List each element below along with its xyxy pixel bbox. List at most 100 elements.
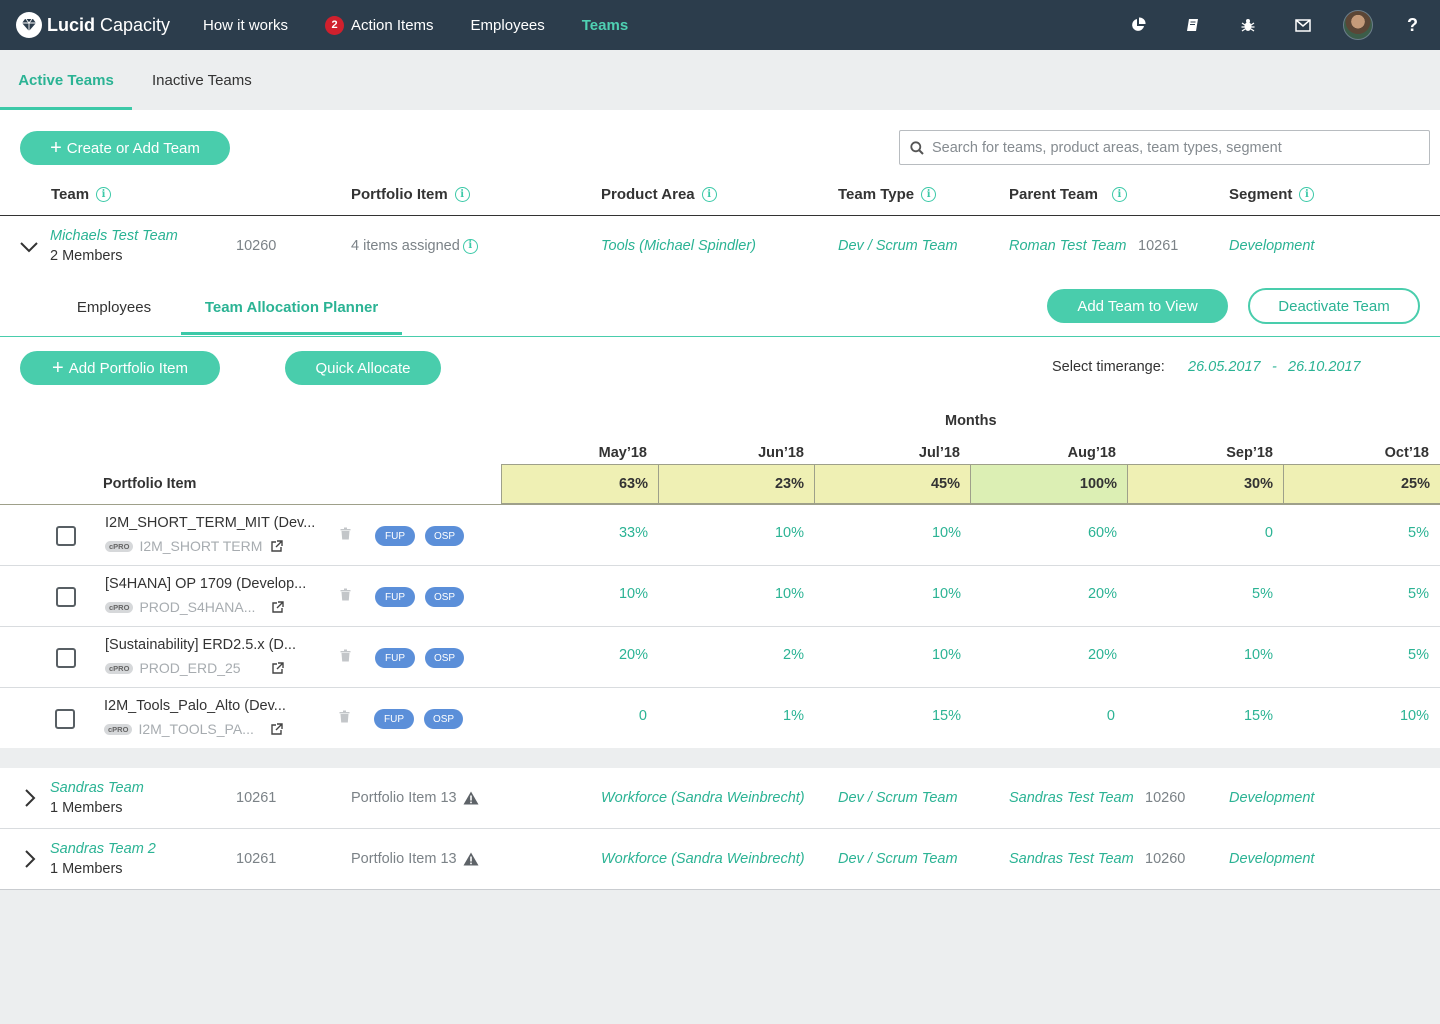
nav-action-items[interactable]: 2 Action Items bbox=[325, 15, 434, 35]
column-header-product-area[interactable]: Product Area i bbox=[601, 186, 717, 203]
allocation-value[interactable]: 5% bbox=[1408, 586, 1429, 602]
osp-tag[interactable]: OSP bbox=[425, 587, 464, 607]
logo[interactable]: Lucid Capacity bbox=[16, 12, 186, 38]
portfolio-item-name[interactable]: I2M_SHORT_TERM_MIT (Dev... bbox=[105, 515, 316, 531]
allocation-value[interactable]: 15% bbox=[1243, 708, 1273, 724]
allocation-value[interactable]: 0 bbox=[1106, 708, 1115, 724]
portfolio-item-name[interactable]: I2M_Tools_Palo_Alto (Dev... bbox=[104, 698, 286, 714]
nav-how-it-works[interactable]: How it works bbox=[203, 16, 289, 34]
allocation-value[interactable]: 20% bbox=[1087, 647, 1117, 663]
book-icon[interactable] bbox=[1165, 0, 1220, 50]
column-header-portfolio[interactable]: Portfolio Item i bbox=[351, 186, 470, 203]
allocation-value[interactable]: 5% bbox=[1408, 647, 1429, 663]
allocation-value[interactable]: 10% bbox=[774, 525, 804, 541]
parent-team-link[interactable]: Sandras Test Team bbox=[1009, 790, 1134, 806]
column-header-segment[interactable]: Segment i bbox=[1229, 186, 1315, 203]
parent-team-link[interactable]: Sandras Test Team bbox=[1009, 851, 1134, 867]
info-icon[interactable]: i bbox=[454, 187, 470, 202]
allocation-value[interactable]: 10% bbox=[774, 586, 804, 602]
chevron-down-icon[interactable] bbox=[20, 240, 38, 256]
team-type-link[interactable]: Dev / Scrum Team bbox=[838, 238, 958, 254]
add-portfolio-item-button[interactable]: + Add Portfolio Item bbox=[20, 351, 220, 385]
segment-link[interactable]: Development bbox=[1229, 790, 1315, 806]
tab-active-teams[interactable]: Active Teams bbox=[0, 50, 132, 110]
allocation-value[interactable]: 0 bbox=[638, 708, 647, 724]
allocation-value[interactable]: 5% bbox=[1252, 586, 1273, 602]
allocation-value[interactable]: 0 bbox=[1264, 525, 1273, 541]
nav-teams[interactable]: Teams bbox=[581, 16, 629, 34]
allocation-value[interactable]: 60% bbox=[1087, 525, 1117, 541]
external-link-icon[interactable] bbox=[271, 539, 283, 555]
team-type-link[interactable]: Dev / Scrum Team bbox=[838, 790, 958, 806]
product-area-link[interactable]: Workforce (Sandra Weinbrecht) bbox=[601, 790, 805, 806]
help-icon[interactable]: ? bbox=[1407, 14, 1418, 35]
allocation-value[interactable]: 20% bbox=[618, 647, 648, 663]
row-checkbox[interactable] bbox=[56, 587, 76, 607]
pie-chart-icon[interactable] bbox=[1110, 0, 1165, 50]
chevron-right-icon[interactable] bbox=[25, 789, 36, 810]
allocation-value[interactable]: 33% bbox=[618, 525, 648, 541]
segment-link[interactable]: Development bbox=[1229, 851, 1315, 867]
trash-icon[interactable] bbox=[340, 649, 351, 665]
allocation-value[interactable]: 20% bbox=[1087, 586, 1117, 602]
external-link-icon[interactable] bbox=[272, 661, 284, 677]
fup-tag[interactable]: FUP bbox=[374, 709, 414, 729]
osp-tag[interactable]: OSP bbox=[424, 709, 463, 729]
add-team-to-view-button[interactable]: Add Team to View bbox=[1047, 289, 1228, 323]
create-team-button[interactable]: + Create or Add Team bbox=[20, 131, 230, 165]
product-area-link[interactable]: Workforce (Sandra Weinbrecht) bbox=[601, 851, 805, 867]
info-icon[interactable]: i bbox=[1111, 187, 1127, 202]
product-area-link[interactable]: Tools (Michael Spindler) bbox=[601, 238, 757, 254]
row-checkbox[interactable] bbox=[56, 526, 76, 546]
team-name-link[interactable]: Michaels Test Team bbox=[50, 228, 178, 244]
search-box[interactable] bbox=[899, 130, 1430, 165]
team-name-link[interactable]: Sandras Team bbox=[50, 780, 144, 796]
fup-tag[interactable]: FUP bbox=[375, 648, 415, 668]
info-icon[interactable]: i bbox=[462, 238, 478, 254]
mail-icon[interactable] bbox=[1275, 0, 1330, 50]
info-icon[interactable]: i bbox=[96, 187, 112, 202]
info-icon[interactable]: i bbox=[921, 187, 937, 202]
quick-allocate-button[interactable]: Quick Allocate bbox=[285, 351, 441, 385]
osp-tag[interactable]: OSP bbox=[425, 648, 464, 668]
subtab-team-allocation-planner[interactable]: Team Allocation Planner bbox=[181, 280, 402, 335]
portfolio-item-name[interactable]: [S4HANA] OP 1709 (Develop... bbox=[105, 576, 307, 592]
bug-icon[interactable] bbox=[1220, 0, 1275, 50]
team-name-link[interactable]: Sandras Team 2 bbox=[50, 841, 156, 857]
trash-icon[interactable] bbox=[340, 588, 351, 604]
allocation-value[interactable]: 5% bbox=[1408, 525, 1429, 541]
row-checkbox[interactable] bbox=[55, 709, 75, 729]
allocation-value[interactable]: 15% bbox=[931, 708, 961, 724]
subtab-employees[interactable]: Employees bbox=[76, 299, 152, 316]
allocation-value[interactable]: 10% bbox=[1399, 708, 1429, 724]
allocation-value[interactable]: 1% bbox=[783, 708, 804, 724]
allocation-value[interactable]: 10% bbox=[618, 586, 648, 602]
user-avatar[interactable] bbox=[1330, 0, 1385, 50]
allocation-value[interactable]: 2% bbox=[783, 647, 804, 663]
allocation-value[interactable]: 10% bbox=[931, 647, 961, 663]
fup-tag[interactable]: FUP bbox=[375, 526, 415, 546]
column-header-parent-team[interactable]: Parent Team i bbox=[1009, 186, 1127, 203]
search-input[interactable] bbox=[932, 139, 1412, 156]
deactivate-team-button[interactable]: Deactivate Team bbox=[1248, 288, 1420, 324]
external-link-icon[interactable] bbox=[271, 722, 283, 738]
trash-icon[interactable] bbox=[340, 527, 351, 543]
timerange-from[interactable]: 26.05.2017 bbox=[1188, 359, 1261, 375]
parent-team-link[interactable]: Roman Test Team bbox=[1009, 238, 1127, 254]
portfolio-item-name[interactable]: [Sustainability] ERD2.5.x (D... bbox=[105, 637, 296, 653]
row-checkbox[interactable] bbox=[56, 648, 76, 668]
team-type-link[interactable]: Dev / Scrum Team bbox=[838, 851, 958, 867]
allocation-value[interactable]: 10% bbox=[1243, 647, 1273, 663]
osp-tag[interactable]: OSP bbox=[425, 526, 464, 546]
nav-employees[interactable]: Employees bbox=[470, 16, 545, 34]
tab-inactive-teams[interactable]: Inactive Teams bbox=[152, 71, 252, 89]
column-header-team-type[interactable]: Team Type i bbox=[838, 186, 937, 203]
fup-tag[interactable]: FUP bbox=[375, 587, 415, 607]
segment-link[interactable]: Development bbox=[1229, 238, 1315, 254]
allocation-value[interactable]: 10% bbox=[931, 586, 961, 602]
info-icon[interactable]: i bbox=[1299, 187, 1315, 202]
allocation-value[interactable]: 10% bbox=[931, 525, 961, 541]
column-header-team[interactable]: Team i bbox=[51, 186, 112, 203]
external-link-icon[interactable] bbox=[272, 600, 284, 616]
timerange-to[interactable]: 26.10.2017 bbox=[1288, 359, 1361, 375]
